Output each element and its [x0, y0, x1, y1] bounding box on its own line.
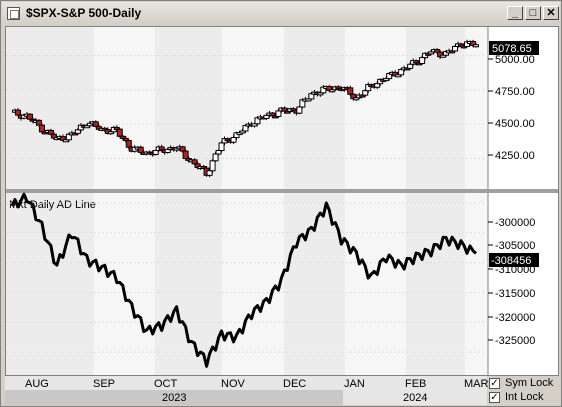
price-candles [11, 39, 479, 178]
month-band [406, 27, 465, 375]
month-band [284, 27, 345, 375]
candle-up [452, 46, 459, 52]
candle-up [296, 106, 303, 114]
price-last-value: 5078.65 [492, 43, 532, 55]
candle-up [218, 142, 225, 152]
ad-series-line [10, 192, 478, 368]
ad-tick-label: -305000 [495, 240, 535, 252]
chart-canvas[interactable]: 5000.00 4750.00 4500.00 4250.00 5078.65 … [6, 27, 558, 375]
ad-last-badge: -308456 [489, 253, 539, 267]
title-bar[interactable]: $SPX-S&P 500-Daily _ □ ✕ [2, 2, 560, 24]
month-label: AUG [25, 378, 49, 390]
month-label: FEB [405, 378, 426, 390]
sym-lock-checkbox[interactable]: ✓ [489, 378, 500, 389]
int-lock-label: Int Lock [505, 391, 544, 403]
candle-down [14, 109, 21, 116]
ad-last-value: -308456 [491, 255, 531, 267]
month-band [94, 27, 155, 375]
ad-tick-label: -315000 [495, 288, 535, 300]
year-bar-2024 [343, 390, 487, 405]
candle-up [209, 160, 216, 172]
candle-down [125, 140, 132, 148]
candle-up [215, 150, 222, 155]
price-gridlines [6, 55, 488, 159]
candle-up [419, 57, 426, 64]
ad-tick-label: -300000 [495, 217, 535, 229]
year-label: 2023 [162, 392, 186, 404]
candle-up [152, 150, 159, 155]
candle-down [116, 128, 123, 137]
candle-up [74, 129, 81, 134]
candle-down [191, 159, 198, 165]
month-band [465, 27, 488, 375]
candle-up [212, 153, 219, 162]
axis-strip [488, 27, 558, 375]
price-tick-label: 4250.00 [495, 150, 535, 162]
candle-down [182, 150, 189, 159]
chart-area[interactable]: 5000.00 4750.00 4500.00 4250.00 5078.65 … [5, 26, 559, 376]
candle-up [275, 110, 282, 117]
candle-down [26, 113, 33, 120]
month-axis-bar [5, 376, 487, 390]
month-band [345, 27, 406, 375]
ad-gridlines [6, 202, 488, 353]
month-label: JAN [344, 378, 365, 390]
candle-up [374, 83, 381, 88]
price-tick-label: 4500.00 [495, 118, 535, 130]
candle-down [137, 146, 144, 153]
price-axis: 5000.00 4750.00 4500.00 4250.00 [488, 54, 535, 162]
window-icon[interactable] [7, 7, 20, 20]
candle-down [35, 119, 42, 126]
maximize-button[interactable]: □ [525, 6, 541, 20]
time-axis[interactable]: AUG SEP OCT NOV DEC JAN FEB MAR 2023 202… [5, 376, 489, 406]
int-lock-checkbox[interactable]: ✓ [489, 392, 500, 403]
window-title: $SPX-S&P 500-Daily [26, 6, 142, 20]
sym-lock-label: Sym Lock [505, 377, 554, 389]
ad-last-bg [489, 253, 539, 267]
panel-divider[interactable] [6, 189, 558, 193]
month-label: NOV [221, 378, 246, 390]
candle-down [92, 121, 99, 127]
ad-tick-label: -325000 [495, 335, 535, 347]
month-label: SEP [93, 378, 115, 390]
month-shading [6, 27, 488, 375]
candle-down [47, 129, 54, 135]
price-tick-label: 4750.00 [495, 86, 535, 98]
candle-down [347, 87, 354, 95]
candle-up [362, 90, 369, 96]
candle-down [38, 124, 45, 133]
month-label: OCT [154, 378, 178, 390]
month-band [222, 27, 284, 375]
candle-up [230, 137, 237, 143]
close-button[interactable]: ✕ [543, 6, 559, 20]
candle-up [206, 170, 213, 176]
minimize-button[interactable]: _ [507, 6, 523, 20]
candle-down [179, 146, 186, 152]
price-last-bg [489, 41, 539, 55]
price-tick-label: 5000.00 [495, 54, 535, 66]
candle-up [473, 44, 479, 48]
month-label: DEC [283, 378, 306, 390]
year-label: 2024 [403, 392, 427, 404]
candle-up [407, 63, 414, 69]
year-bar-2023 [5, 390, 343, 405]
month-label: MAR [464, 378, 489, 390]
price-last-badge: 5078.65 [489, 41, 539, 55]
ad-tick-label: -320000 [495, 312, 535, 324]
